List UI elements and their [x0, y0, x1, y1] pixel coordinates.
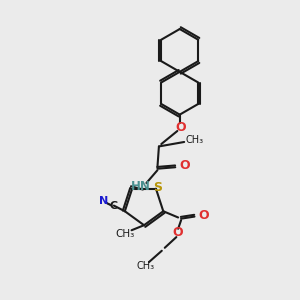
Text: HN: HN — [131, 180, 151, 193]
Text: N: N — [99, 196, 109, 206]
Text: S: S — [153, 181, 162, 194]
Text: CH₃: CH₃ — [136, 261, 154, 271]
Text: O: O — [173, 226, 184, 239]
Text: CH₃: CH₃ — [115, 229, 134, 239]
Text: O: O — [180, 159, 190, 172]
Text: CH₃: CH₃ — [186, 136, 204, 146]
Text: O: O — [175, 121, 186, 134]
Text: O: O — [198, 208, 209, 222]
Text: C: C — [110, 201, 118, 211]
